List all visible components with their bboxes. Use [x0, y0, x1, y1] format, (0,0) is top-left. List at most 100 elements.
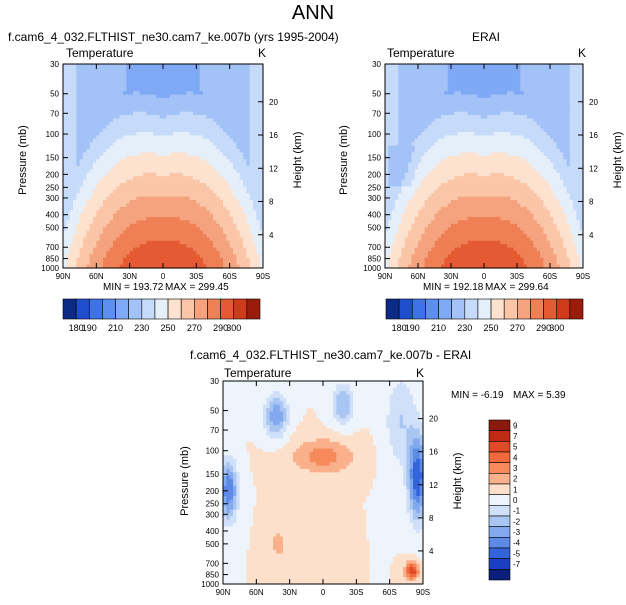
- model-cell: [69, 149, 74, 153]
- model-cell: [153, 234, 157, 238]
- model-cell: [179, 145, 184, 150]
- model-cell: [116, 91, 121, 96]
- model-cell: [163, 240, 167, 245]
- model-cell: [109, 77, 114, 82]
- model-cell: [206, 111, 211, 116]
- model-cell: [203, 223, 207, 228]
- model-cell: [69, 121, 74, 126]
- obs-cell: [427, 77, 432, 82]
- model-cell: [96, 138, 101, 143]
- obs-cell: [470, 108, 475, 113]
- model-cell: [176, 149, 181, 153]
- model-cell: [186, 203, 191, 208]
- obs-cell: [536, 108, 541, 113]
- model-cell: [109, 138, 114, 143]
- model-cell: [259, 98, 264, 102]
- model-cell: [236, 210, 241, 215]
- model-cell: [89, 223, 94, 228]
- model-cell: [179, 138, 184, 143]
- obs-cell: [540, 67, 544, 72]
- model-cell: [153, 155, 157, 160]
- model-cell: [226, 240, 231, 245]
- obs-cell: [563, 67, 568, 72]
- obs-cell: [569, 81, 574, 85]
- model-cell: [153, 230, 157, 235]
- model-cell: [113, 183, 117, 187]
- model-cell: [223, 261, 227, 266]
- model-cell: [136, 230, 141, 235]
- model-cell: [176, 244, 181, 249]
- model-cell: [199, 254, 204, 259]
- model-cell: [193, 244, 197, 249]
- obs-cell: [404, 108, 409, 113]
- model-cell: [136, 220, 141, 225]
- model-cell: [123, 135, 127, 140]
- model-cell: [153, 91, 157, 96]
- model-cell: [156, 234, 161, 238]
- model-cell: [129, 142, 134, 147]
- model-cell: [146, 152, 151, 157]
- model-cell: [163, 128, 167, 133]
- model-cell: [69, 193, 74, 198]
- obs-cell: [543, 84, 548, 89]
- model-cell: [163, 247, 167, 252]
- model-cell: [79, 67, 84, 72]
- obs-cell: [507, 91, 511, 96]
- model-cell: [96, 84, 101, 89]
- model-cell: [109, 115, 114, 119]
- model-cell: [179, 220, 184, 225]
- model-cell: [76, 128, 81, 133]
- obs-cell: [404, 132, 409, 136]
- model-cell: [103, 264, 107, 269]
- model-cell: [133, 77, 137, 82]
- obs-cell: [536, 64, 541, 68]
- model-cell: [153, 152, 157, 157]
- model-cell: [213, 149, 217, 153]
- model-cell: [229, 189, 234, 194]
- model-cell: [126, 81, 131, 85]
- model-cell: [126, 213, 131, 218]
- model-cell: [253, 261, 257, 266]
- model-cell: [116, 217, 121, 221]
- model-cell: [249, 135, 254, 140]
- obs-cell: [474, 125, 478, 130]
- model-cell: [176, 237, 181, 242]
- obs-cell: [460, 132, 465, 136]
- obs-cell: [457, 87, 462, 92]
- model-cell: [149, 145, 154, 150]
- model-cell: [153, 220, 157, 225]
- model-cell: [73, 135, 77, 140]
- model-cell: [136, 77, 141, 82]
- obs-cell: [474, 98, 478, 102]
- obs-cell: [556, 94, 561, 99]
- model-cell: [216, 234, 221, 238]
- model-cell: [186, 142, 191, 147]
- model-cell: [193, 135, 197, 140]
- model-cell: [189, 237, 194, 242]
- obs-cell: [408, 111, 412, 116]
- model-cell: [236, 193, 241, 198]
- obs-cell: [543, 132, 548, 136]
- model-cell: [129, 237, 134, 242]
- model-cell: [219, 240, 224, 245]
- model-cell: [183, 152, 187, 157]
- model-cell: [186, 172, 191, 177]
- obs-cell: [457, 118, 462, 123]
- model-cell: [159, 169, 164, 174]
- model-cell: [143, 111, 147, 116]
- obs-cell: [388, 84, 393, 89]
- model-cell: [159, 138, 164, 143]
- model-cell: [116, 77, 121, 82]
- model-cell: [103, 261, 107, 266]
- model-cell: [119, 227, 124, 232]
- model-cell: [149, 210, 154, 215]
- model-cell: [96, 152, 101, 157]
- obs-cell: [401, 115, 406, 119]
- model-cell: [103, 142, 107, 147]
- obs-cell: [573, 128, 577, 133]
- obs-cell: [427, 70, 432, 75]
- model-xtick-label: 60S: [223, 272, 237, 281]
- model-cell: [116, 94, 121, 99]
- obs-cell: [533, 74, 538, 79]
